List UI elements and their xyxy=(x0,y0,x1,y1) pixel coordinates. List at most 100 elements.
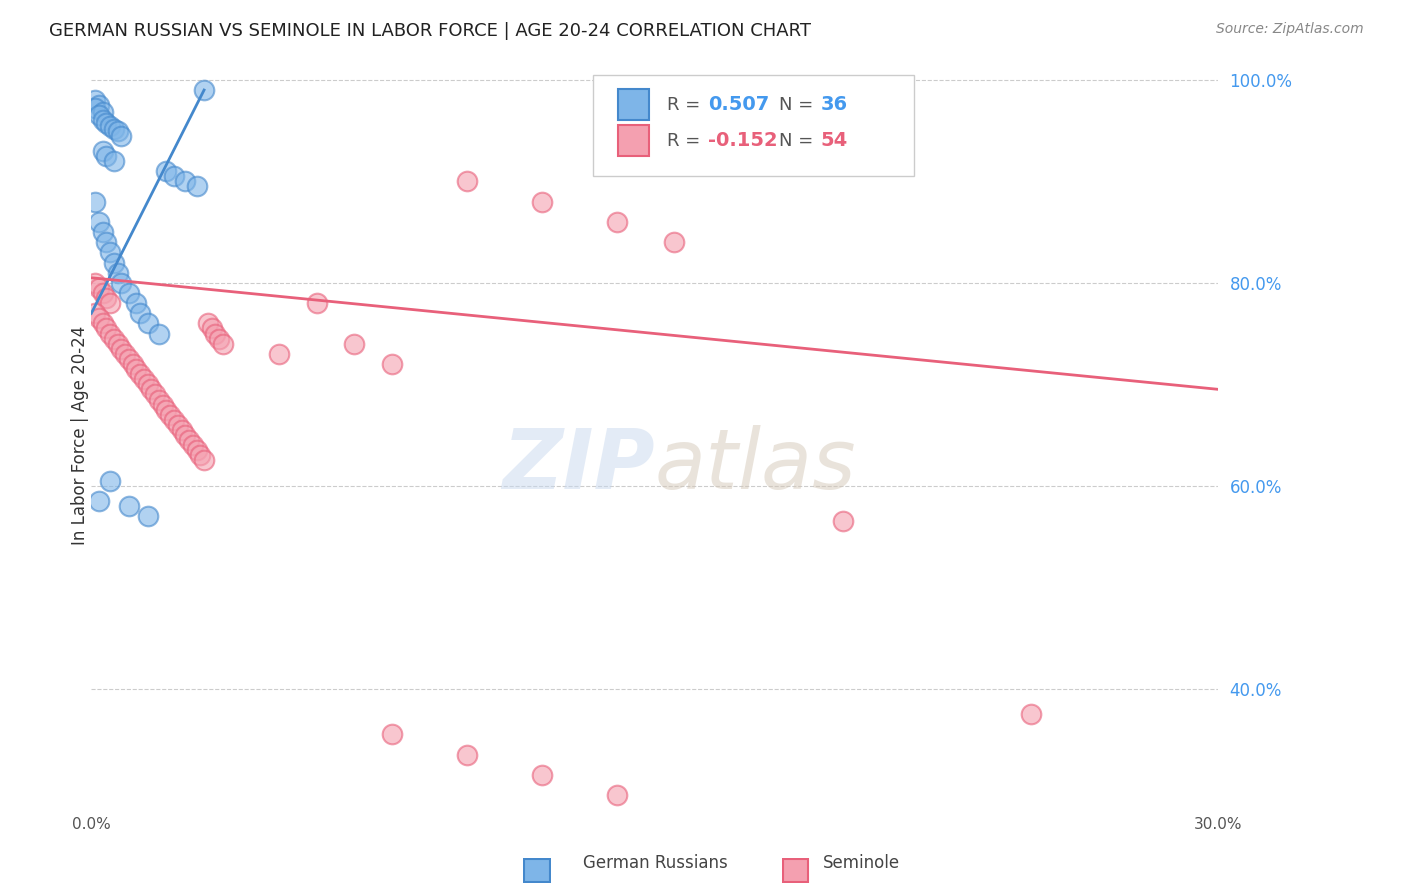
Point xyxy=(98,119,121,133)
Point xyxy=(107,123,129,137)
Point xyxy=(305,296,328,310)
Point xyxy=(91,105,114,120)
Point xyxy=(193,453,215,467)
Point xyxy=(136,377,159,392)
Point xyxy=(831,514,853,528)
Y-axis label: In Labor Force | Age 20-24: In Labor Force | Age 20-24 xyxy=(72,326,89,545)
Point xyxy=(103,332,125,346)
Point xyxy=(103,121,125,136)
Point xyxy=(110,128,132,143)
Point xyxy=(148,326,170,341)
Text: GERMAN RUSSIAN VS SEMINOLE IN LABOR FORCE | AGE 20-24 CORRELATION CHART: GERMAN RUSSIAN VS SEMINOLE IN LABOR FORC… xyxy=(49,22,811,40)
Point xyxy=(148,392,170,407)
Point xyxy=(159,408,181,422)
Point xyxy=(186,179,208,194)
Point xyxy=(211,336,233,351)
Point xyxy=(87,494,110,508)
Point xyxy=(103,154,125,169)
Point xyxy=(1019,707,1042,722)
Point xyxy=(98,245,121,260)
Point xyxy=(204,326,226,341)
FancyBboxPatch shape xyxy=(593,75,914,176)
Point xyxy=(121,357,143,371)
Point xyxy=(193,83,215,97)
Point xyxy=(96,149,118,163)
Point xyxy=(91,144,114,158)
Point xyxy=(188,448,211,462)
Point xyxy=(155,402,177,417)
Point xyxy=(87,311,110,326)
Point xyxy=(129,367,152,381)
Text: R =: R = xyxy=(668,95,706,113)
Point xyxy=(606,789,628,803)
Point xyxy=(118,285,141,300)
Point xyxy=(125,362,148,376)
Text: N =: N = xyxy=(779,95,818,113)
Point xyxy=(114,347,136,361)
Point xyxy=(110,276,132,290)
Text: N =: N = xyxy=(779,132,818,150)
Point xyxy=(456,174,478,188)
Point xyxy=(531,768,554,782)
Point xyxy=(87,98,110,112)
Point xyxy=(87,215,110,229)
Point xyxy=(107,336,129,351)
Point xyxy=(208,332,231,346)
FancyBboxPatch shape xyxy=(617,125,650,156)
Point xyxy=(531,194,554,209)
Point xyxy=(381,357,404,371)
Point xyxy=(98,296,121,310)
Point xyxy=(174,174,197,188)
Point xyxy=(606,215,628,229)
Point xyxy=(269,347,291,361)
Point xyxy=(110,342,132,356)
Text: German Russians: German Russians xyxy=(583,855,728,872)
Point xyxy=(136,317,159,331)
Point xyxy=(96,115,118,129)
Text: ZIP: ZIP xyxy=(502,425,655,506)
Point xyxy=(84,93,107,107)
Point xyxy=(456,747,478,762)
Point xyxy=(166,417,188,432)
Point xyxy=(87,281,110,295)
Point xyxy=(98,326,121,341)
Point xyxy=(662,235,685,250)
Point xyxy=(181,438,204,452)
Point xyxy=(118,499,141,513)
Point xyxy=(84,306,107,320)
Point xyxy=(143,387,166,401)
Point xyxy=(98,474,121,488)
Point xyxy=(87,108,110,122)
Point xyxy=(84,194,107,209)
Point xyxy=(107,266,129,280)
Point xyxy=(91,285,114,300)
Point xyxy=(125,296,148,310)
Text: 54: 54 xyxy=(821,131,848,150)
Point xyxy=(136,509,159,524)
Point xyxy=(197,317,219,331)
Point xyxy=(96,235,118,250)
Point xyxy=(174,428,197,442)
Point xyxy=(129,306,152,320)
Text: Seminole: Seminole xyxy=(823,855,900,872)
Point xyxy=(170,423,193,437)
Point xyxy=(155,164,177,178)
Point xyxy=(96,321,118,335)
Text: R =: R = xyxy=(668,132,706,150)
Point xyxy=(343,336,366,351)
Point xyxy=(96,291,118,305)
Point xyxy=(177,433,200,447)
Text: atlas: atlas xyxy=(655,425,856,506)
Point xyxy=(186,443,208,458)
Point xyxy=(132,372,155,386)
Point xyxy=(84,101,107,115)
Text: Source: ZipAtlas.com: Source: ZipAtlas.com xyxy=(1216,22,1364,37)
Point xyxy=(84,276,107,290)
Point xyxy=(91,225,114,239)
Point xyxy=(118,351,141,366)
Point xyxy=(152,398,174,412)
Point xyxy=(91,113,114,128)
Text: -0.152: -0.152 xyxy=(707,131,778,150)
Point xyxy=(200,321,222,335)
Point xyxy=(381,727,404,741)
